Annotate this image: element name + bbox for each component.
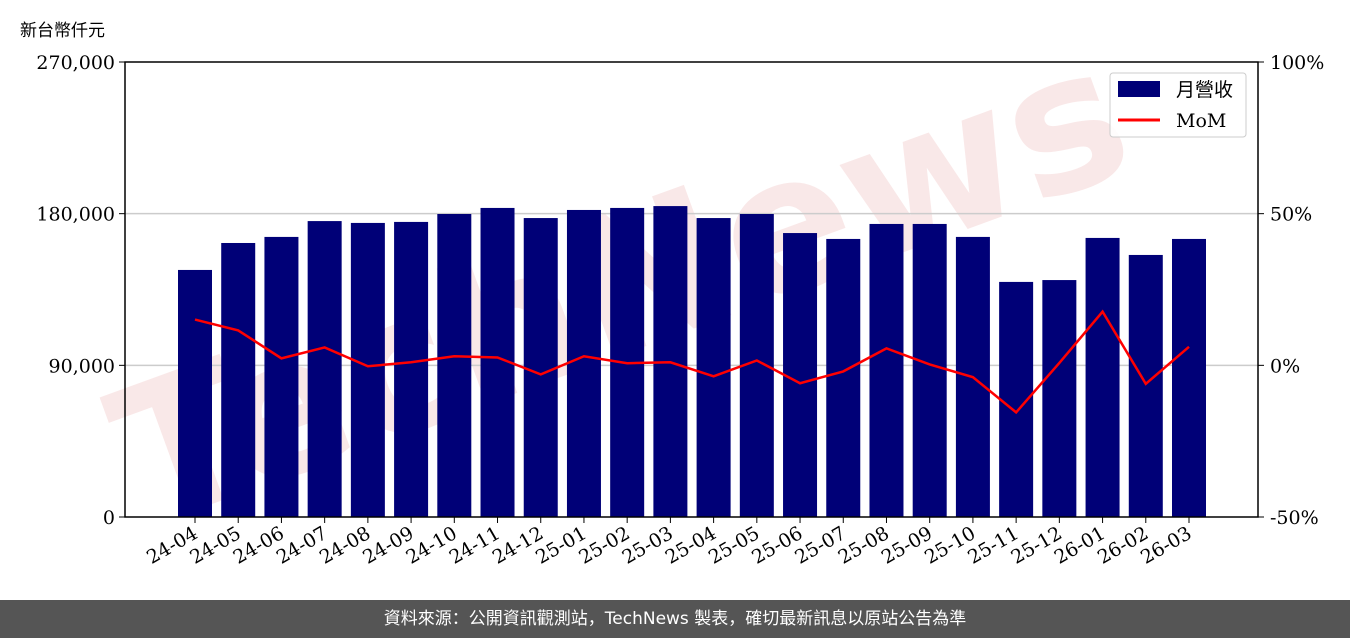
right-tick-label: 100%: [1270, 52, 1324, 74]
right-tick-label: -50%: [1270, 507, 1319, 529]
legend-line-label: MoM: [1176, 110, 1226, 132]
bar-25-06: [783, 233, 818, 517]
bar-24-09: [394, 221, 429, 517]
left-tick-label: 0: [103, 507, 115, 529]
bar-24-04: [178, 269, 212, 517]
bar-24-07: [307, 221, 342, 517]
bar-25-01: [566, 209, 601, 517]
right-tick-label: 0%: [1270, 355, 1300, 377]
footer-source: 資料來源：公開資訊觀測站，TechNews 製表，確切最新訊息以原站公告為準: [0, 600, 1350, 638]
bar-26-01: [1085, 237, 1120, 517]
bar-25-08: [869, 223, 904, 517]
chart: TechNews090,000180,000270,000-50%0%50%10…: [36, 1, 1324, 570]
bar-25-12: [1042, 280, 1077, 517]
bar-25-09: [912, 223, 947, 517]
legend-bar-label: 月營收: [1176, 79, 1233, 101]
left-tick-label: 270,000: [36, 52, 115, 74]
bar-24-10: [437, 214, 472, 517]
left-tick-label: 180,000: [36, 204, 115, 226]
left-tick-label: 90,000: [49, 355, 115, 377]
bar-24-06: [264, 236, 299, 517]
x-tick-label: 26-03: [1137, 522, 1195, 568]
bar-25-07: [826, 238, 861, 517]
bar-24-12: [523, 218, 558, 517]
bar-26-02: [1128, 254, 1163, 517]
bar-24-08: [350, 222, 385, 517]
unit-label: 新台幣仟元: [20, 21, 105, 41]
right-tick-label: 50%: [1270, 204, 1312, 226]
bar-25-04: [696, 218, 731, 517]
bar-24-05: [221, 242, 256, 517]
mom-line: [194, 309, 1190, 415]
plot-frame: [124, 61, 1259, 518]
legend-bar-swatch: [1118, 81, 1160, 97]
bar-26-03: [1172, 238, 1206, 517]
